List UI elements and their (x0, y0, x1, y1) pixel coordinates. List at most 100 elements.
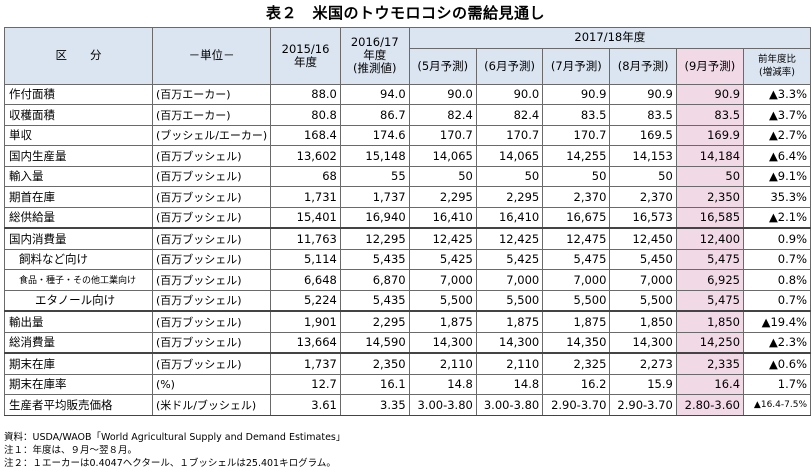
cell-value: 12.7 (270, 373, 341, 395)
cell-value: 170.7 (475, 124, 544, 146)
table-row: 単収 (ブッシェル/エーカー) 168.4 174.6 170.7 170.7 170.7 1… (4, 124, 811, 146)
cell-value: 5,500 (408, 289, 477, 312)
note-2: 注２：１エーカーは0.4047ヘクタール、１ブッシェルは25.401キログラム。 (4, 458, 336, 469)
row-item: 総供給量 (4, 206, 153, 229)
cell-value: 83.5 (609, 104, 677, 126)
cell-value: 5,475 (675, 248, 745, 270)
cell-yoy: ▲3.3% (743, 83, 811, 105)
cell-yoy: ▲2.1% (743, 206, 811, 229)
table-row: 国内消費量 (百万ブッシェル) 11,763 12,295 12,425 12,425 12… (4, 227, 811, 250)
row-unit: (米ドル/ブッシェル) (151, 394, 272, 416)
cell-value: 1,875 (542, 310, 611, 333)
cell-value: 2,325 (542, 352, 611, 375)
cell-yoy: ▲6.4% (743, 145, 811, 167)
row-unit: (百万ブッシェル) (151, 352, 272, 375)
cell-value: 2.90-3.70 (542, 394, 611, 416)
row-item: 単収 (4, 124, 153, 146)
table-row: 輸入量 (百万ブッシェル) 68 55 50 50 50 50 50 ▲9.1% (4, 165, 811, 187)
row-unit: (百万ブッシェル) (151, 165, 272, 187)
cell-value: 7,000 (609, 269, 677, 291)
cell-value: 5,500 (609, 289, 677, 312)
supply-demand-table: 区 分 －単位－ 2015/16 年度 2016/17 年度 (推測値) 201… (4, 27, 811, 416)
row-item: 飼料など向け (4, 248, 153, 270)
cell-value: 14,065 (408, 145, 477, 167)
cell-value: 16,940 (339, 206, 410, 229)
cell-value: 13,602 (270, 145, 341, 167)
cell-value: 15,401 (270, 206, 341, 229)
cell-value: 14.8 (408, 373, 477, 395)
cell-yoy: 0.8% (743, 269, 811, 291)
row-item: 期末在庫 (4, 352, 153, 375)
header-2017: 2017/18年度 (408, 27, 811, 49)
cell-yoy: 35.3% (743, 186, 811, 208)
header-may: (5月予測) (408, 47, 477, 85)
cell-value: 1,901 (270, 310, 341, 333)
cell-value: 14,153 (609, 145, 677, 167)
table-row: 飼料など向け (百万ブッシェル) 5,114 5,435 5,425 5,425 5,475… (4, 248, 811, 270)
cell-value: 82.4 (408, 104, 477, 126)
cell-value: 3.00-3.80 (475, 394, 544, 416)
cell-value: 2.80-3.60 (675, 394, 745, 416)
cell-value: 170.7 (408, 124, 477, 146)
cell-value: 5,425 (475, 248, 544, 270)
cell-value: 3.61 (270, 394, 341, 416)
header-sep: (9月予測) (675, 47, 745, 85)
cell-value: 80.8 (270, 104, 341, 126)
row-item: 作付面積 (4, 83, 153, 105)
notes: 資料：USDA/WAOB「World Agricultural Supply a… (4, 431, 345, 470)
cell-value: 13,664 (270, 331, 341, 354)
row-item: 国内消費量 (4, 227, 153, 250)
cell-value: 68 (270, 165, 341, 187)
cell-value: 83.5 (675, 104, 745, 126)
row-unit: (百万ブッシェル) (151, 248, 272, 270)
row-unit: (百万ブッシェル) (151, 186, 272, 208)
cell-value: 14,350 (542, 331, 611, 354)
row-unit: (%) (151, 373, 272, 395)
cell-yoy: ▲2.3% (743, 331, 811, 354)
cell-value: 16,675 (542, 206, 611, 229)
header-unit: －単位－ (151, 27, 272, 85)
cell-yoy: ▲9.1% (743, 165, 811, 187)
cell-value: 2,295 (339, 310, 410, 333)
cell-value: 90.0 (408, 83, 477, 105)
cell-value: 90.9 (542, 83, 611, 105)
cell-value: 5,500 (542, 289, 611, 312)
cell-value: 3.35 (339, 394, 410, 416)
cell-value: 15.9 (609, 373, 677, 395)
cell-value: 1,850 (675, 310, 745, 333)
header-jul: (7月予測) (542, 47, 611, 85)
cell-yoy: ▲16.4-7.5% (743, 394, 811, 416)
table-row: 国内生産量 (百万ブッシェル) 13,602 15,148 14,065 14,065 14… (4, 145, 811, 167)
row-unit: (百万ブッシェル) (151, 310, 272, 333)
cell-value: 82.4 (475, 104, 544, 126)
cell-value: 12,295 (339, 227, 410, 250)
row-unit: (百万ブッシェル) (151, 269, 272, 291)
cell-value: 2,110 (408, 352, 477, 375)
row-unit: (百万ブッシェル) (151, 145, 272, 167)
cell-value: 16,410 (475, 206, 544, 229)
cell-value: 2,110 (475, 352, 544, 375)
row-item: 期首在庫 (4, 186, 153, 208)
row-unit: (百万ブッシェル) (151, 227, 272, 250)
cell-value: 94.0 (339, 83, 410, 105)
row-unit: (百万エーカー) (151, 83, 272, 105)
cell-value: 14,250 (675, 331, 745, 354)
row-item: 国内生産量 (4, 145, 153, 167)
note-source: 資料：USDA/WAOB「World Agricultural Supply a… (4, 432, 346, 443)
cell-value: 1,737 (339, 186, 410, 208)
header-kubun: 区 分 (4, 27, 153, 85)
cell-value: 90.0 (475, 83, 544, 105)
cell-value: 6,648 (270, 269, 341, 291)
table-row: 輸出量 (百万ブッシェル) 1,901 2,295 1,875 1,875 1,875 1,8… (4, 310, 811, 333)
cell-value: 14,300 (475, 331, 544, 354)
cell-value: 5,450 (609, 248, 677, 270)
cell-value: 7,000 (408, 269, 477, 291)
cell-value: 50 (408, 165, 477, 187)
cell-yoy: ▲2.7% (743, 124, 811, 146)
header-2016: 2016/17 年度 (推測値) (339, 27, 410, 85)
cell-value: 90.9 (609, 83, 677, 105)
cell-value: 11,763 (270, 227, 341, 250)
cell-value: 14.8 (475, 373, 544, 395)
cell-value: 15,148 (339, 145, 410, 167)
cell-value: 90.9 (675, 83, 745, 105)
